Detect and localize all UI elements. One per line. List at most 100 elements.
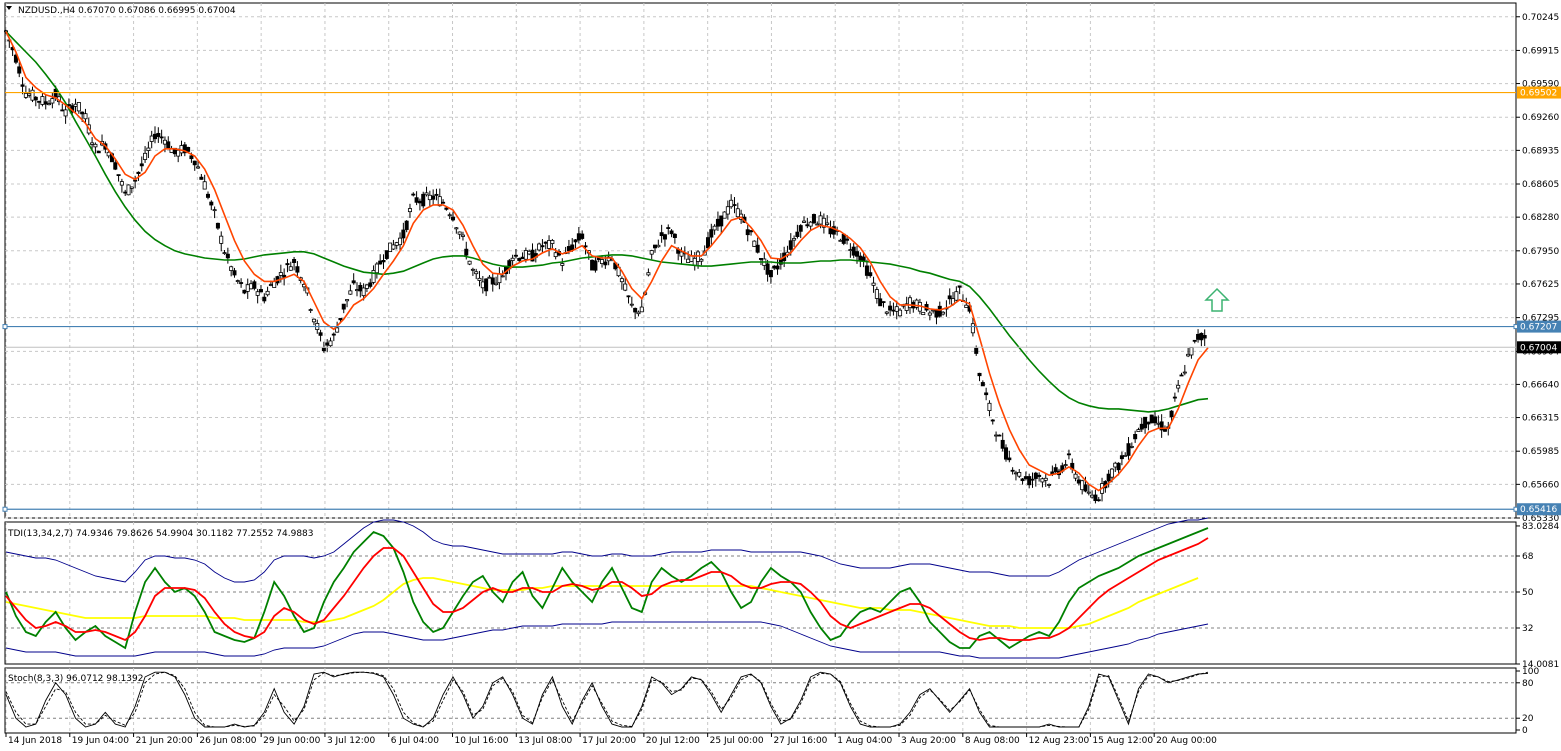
candle-body bbox=[1149, 414, 1154, 424]
y-tick-label: 0.68935 bbox=[1522, 146, 1559, 156]
candle-body bbox=[153, 133, 158, 140]
candle-body bbox=[815, 223, 820, 226]
candle-body bbox=[331, 333, 336, 336]
candle-body bbox=[209, 201, 214, 206]
candle-body bbox=[884, 311, 889, 314]
candle-body bbox=[1179, 374, 1184, 377]
tdi-y-tick-label: 32 bbox=[1522, 624, 1533, 634]
candle-body bbox=[325, 342, 330, 346]
candle-body bbox=[407, 208, 412, 213]
candle-body bbox=[874, 289, 879, 299]
candle-body bbox=[1053, 467, 1058, 473]
candle-body bbox=[490, 277, 495, 285]
tdi-rsi-line bbox=[5, 527, 1209, 650]
candle-body bbox=[404, 220, 409, 230]
candle-body bbox=[974, 347, 979, 354]
candle-body bbox=[590, 259, 595, 271]
candle-body bbox=[451, 216, 456, 221]
candle-body bbox=[139, 163, 144, 167]
candle-body bbox=[888, 305, 893, 311]
candle-body bbox=[1192, 339, 1197, 342]
dropdown-triangle-icon[interactable] bbox=[6, 6, 12, 10]
candle-body bbox=[219, 235, 224, 244]
candle-body bbox=[1030, 478, 1035, 481]
candle-body bbox=[772, 265, 777, 269]
support-lower-price-tag bbox=[1517, 503, 1561, 516]
candle-body bbox=[878, 298, 883, 307]
candle-body bbox=[921, 311, 926, 316]
candle-body bbox=[639, 306, 644, 313]
candle-body bbox=[1139, 423, 1144, 430]
candle-body bbox=[378, 260, 383, 265]
candle-body bbox=[371, 270, 376, 283]
candle-body bbox=[500, 275, 505, 278]
candle-body bbox=[845, 238, 850, 241]
candle-body bbox=[434, 193, 439, 196]
level-handle bbox=[2, 324, 8, 330]
candle-body bbox=[43, 101, 48, 105]
panel-frame-2 bbox=[4, 667, 1517, 734]
tdi-header: TDI(13,34,2,7) 74.9346 79.8626 54.9904 3… bbox=[7, 529, 314, 539]
x-tick-label: 8 Aug 08:00 bbox=[965, 736, 1020, 746]
tdi-y-tick-label: 50 bbox=[1522, 588, 1534, 598]
candle-body bbox=[146, 147, 151, 151]
stoch-indicator-panel[interactable] bbox=[5, 671, 1516, 728]
candle-body bbox=[722, 211, 727, 219]
y-tick-label: 0.67625 bbox=[1522, 280, 1559, 290]
candle-body bbox=[258, 289, 263, 293]
candle-body bbox=[361, 287, 366, 297]
candle-body bbox=[129, 186, 134, 189]
candle-body bbox=[600, 259, 605, 264]
candle-body bbox=[547, 240, 552, 249]
candle-body bbox=[802, 220, 807, 223]
tdi-indicator-panel[interactable] bbox=[5, 517, 1516, 659]
candle-body bbox=[997, 434, 1002, 437]
candle-body bbox=[957, 285, 962, 288]
candle-body bbox=[1017, 471, 1022, 477]
main-price-panel[interactable] bbox=[2, 29, 1519, 512]
candle-body bbox=[633, 307, 638, 313]
candle-body bbox=[1182, 371, 1187, 374]
candle-body bbox=[176, 149, 181, 157]
candle-body bbox=[411, 193, 416, 196]
candle-body bbox=[1133, 434, 1138, 440]
candle-body bbox=[927, 312, 932, 316]
candle-body bbox=[1119, 455, 1124, 460]
candle-body bbox=[1146, 421, 1151, 425]
candle-body bbox=[1004, 447, 1009, 460]
y-tick-label: 0.68605 bbox=[1522, 180, 1559, 190]
resistance-price-tag bbox=[1517, 86, 1561, 99]
candle-body bbox=[699, 258, 704, 262]
candle-body bbox=[1013, 472, 1018, 475]
y-tick-label: 0.67295 bbox=[1522, 314, 1559, 324]
axes: 14 Jun 2018 19 Jun 04:00 21 Jun 20:00 26 Ju… bbox=[5, 13, 1561, 746]
candle-body bbox=[669, 230, 674, 235]
candle-body bbox=[808, 221, 813, 227]
candle-body bbox=[705, 237, 710, 249]
candle-body bbox=[1080, 480, 1085, 491]
candle-body bbox=[83, 113, 88, 120]
y-tick-label: 0.69915 bbox=[1522, 46, 1559, 56]
grid-lines bbox=[5, 3, 1516, 733]
candle-body bbox=[60, 109, 65, 112]
candle-body bbox=[1033, 472, 1038, 479]
candle-body bbox=[1037, 474, 1042, 477]
candle-body bbox=[76, 102, 81, 112]
candle-body bbox=[977, 372, 982, 377]
candle-body bbox=[149, 135, 154, 142]
tdi-y-tick-label: 68 bbox=[1522, 552, 1534, 562]
candle-body bbox=[348, 290, 353, 295]
candle-body bbox=[30, 89, 35, 101]
candle-body bbox=[894, 306, 899, 312]
candle-body bbox=[855, 251, 860, 257]
x-tick-label: 1 Aug 04:00 bbox=[837, 736, 892, 746]
candle-body bbox=[156, 132, 161, 137]
candle-body bbox=[527, 250, 532, 255]
candle-body bbox=[222, 252, 227, 255]
candle-body bbox=[311, 318, 316, 323]
candle-body bbox=[1176, 384, 1181, 389]
candle-body bbox=[364, 284, 369, 289]
resistance-price-label: 0.69502 bbox=[1520, 89, 1557, 99]
